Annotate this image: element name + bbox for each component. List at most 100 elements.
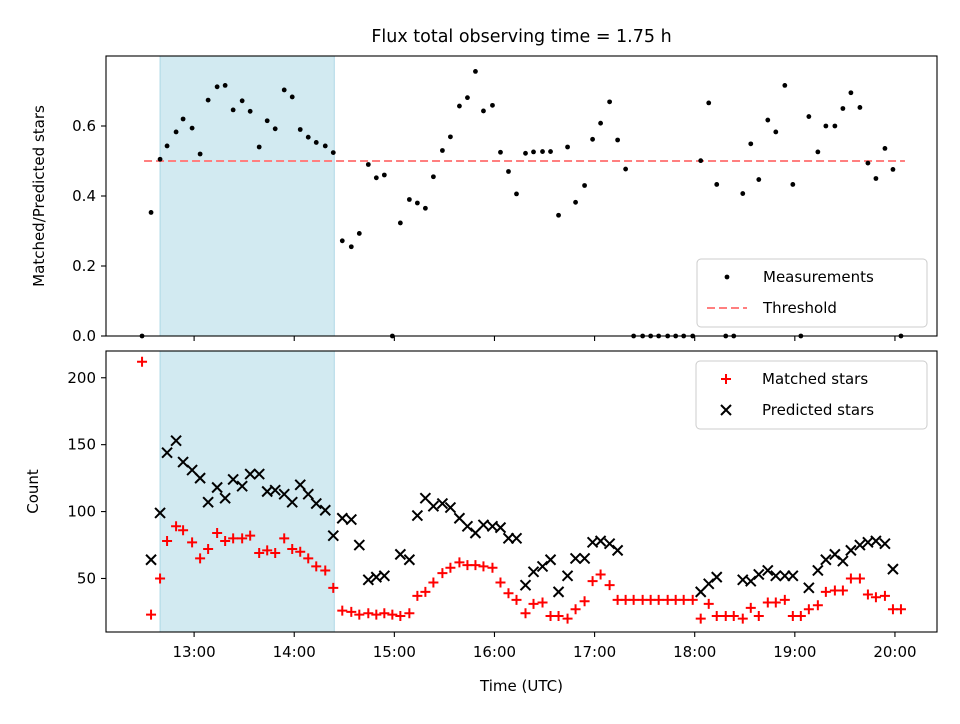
y-tick-label: 50 bbox=[77, 569, 96, 587]
legend-label: Measurements bbox=[763, 268, 874, 286]
matched-star-point bbox=[570, 604, 581, 615]
predicted-star-point bbox=[161, 446, 173, 459]
measurement-point bbox=[706, 100, 712, 106]
measurement-point bbox=[582, 183, 587, 188]
matched-star-point bbox=[695, 613, 706, 624]
predicted-star-point bbox=[269, 484, 281, 496]
predicted-star-point bbox=[353, 539, 366, 551]
measurement-point bbox=[330, 150, 336, 156]
matched-star-point bbox=[703, 598, 714, 609]
matched-star-point bbox=[303, 553, 314, 564]
x-tick-label: 14:00 bbox=[273, 643, 316, 661]
matched-star-point bbox=[162, 536, 173, 547]
predicted-star-point bbox=[411, 509, 424, 522]
measurement-point bbox=[848, 90, 854, 96]
matched-star-point bbox=[187, 537, 198, 548]
predicted-star-point bbox=[286, 496, 298, 508]
x-tick-label: 16:00 bbox=[473, 643, 516, 661]
measurement-point bbox=[272, 126, 278, 132]
measurement-point bbox=[782, 83, 788, 88]
matched-star-point bbox=[753, 610, 764, 621]
predicted-star-point bbox=[812, 564, 824, 577]
measurement-point bbox=[806, 114, 812, 119]
predicted-star-point bbox=[310, 497, 322, 510]
measurement-point bbox=[189, 125, 195, 131]
predicted-star-point bbox=[294, 479, 306, 491]
measurement-point bbox=[514, 191, 519, 197]
predicted-star-point bbox=[837, 555, 849, 567]
measurement-point bbox=[548, 149, 553, 154]
y-tick-label: 0.2 bbox=[72, 257, 96, 275]
measurement-point bbox=[339, 238, 345, 244]
predicted-star-point bbox=[820, 554, 832, 566]
matched-star-point bbox=[854, 573, 865, 584]
matched-star-point bbox=[478, 561, 489, 572]
matched-star-point bbox=[270, 548, 281, 559]
matched-star-point bbox=[628, 594, 639, 605]
measurement-point bbox=[865, 160, 871, 166]
measurement-point bbox=[297, 127, 303, 132]
measurement-point bbox=[365, 162, 371, 167]
predicted-star-point bbox=[544, 554, 557, 566]
measurement-point bbox=[348, 244, 354, 250]
predicted-star-point bbox=[578, 552, 591, 565]
matched-star-point bbox=[495, 577, 506, 588]
predicted-star-point bbox=[561, 570, 574, 582]
matched-star-point bbox=[295, 546, 306, 557]
predicted-star-point bbox=[552, 586, 565, 598]
matched-star-point bbox=[254, 548, 265, 559]
matched-star-point bbox=[245, 530, 256, 541]
matched-star-point bbox=[803, 604, 814, 615]
measurement-point bbox=[748, 141, 754, 147]
predicted-star-point bbox=[227, 473, 239, 486]
predicted-star-point bbox=[803, 582, 815, 594]
y-tick-label: 150 bbox=[67, 436, 96, 454]
predicted-star-point bbox=[770, 570, 782, 582]
matched-star-point bbox=[528, 598, 539, 609]
measurement-point bbox=[305, 134, 311, 140]
measurement-point bbox=[540, 149, 545, 154]
measurement-point bbox=[523, 150, 528, 156]
measurement-point bbox=[397, 220, 403, 226]
matched-star-point bbox=[137, 356, 148, 367]
measurement-point bbox=[506, 169, 511, 174]
predicted-star-point bbox=[444, 501, 457, 514]
matched-star-point bbox=[420, 586, 431, 597]
measurement-point bbox=[490, 102, 495, 108]
measurement-point bbox=[615, 137, 621, 143]
measurement-point bbox=[832, 123, 838, 129]
matched-star-point bbox=[363, 608, 374, 619]
measurement-point bbox=[173, 129, 179, 135]
matched-star-point bbox=[412, 590, 423, 601]
matched-star-point bbox=[862, 589, 873, 600]
matched-star-point bbox=[404, 608, 415, 619]
predicted-star-point bbox=[219, 492, 231, 504]
shaded-region bbox=[159, 55, 335, 337]
measurement-point bbox=[714, 182, 720, 187]
matched-star-point bbox=[579, 596, 590, 607]
matched-star-point bbox=[737, 613, 748, 624]
predicted-star-point bbox=[762, 564, 774, 577]
predicted-star-point bbox=[194, 472, 206, 484]
predicted-star-point bbox=[494, 521, 507, 534]
measurement-point bbox=[481, 108, 486, 114]
predicted-star-point bbox=[870, 535, 882, 547]
measurement-point bbox=[623, 166, 629, 172]
measurement-point bbox=[264, 118, 270, 124]
measurement-point bbox=[157, 156, 163, 162]
measurement-point bbox=[322, 143, 328, 149]
predicted-star-point bbox=[711, 571, 723, 583]
matched-star-point bbox=[537, 597, 548, 608]
measurement-point bbox=[448, 134, 453, 140]
predicted-star-point bbox=[145, 554, 157, 566]
predicted-star-point bbox=[787, 570, 799, 582]
measurement-point bbox=[882, 146, 888, 151]
matched-star-point bbox=[653, 594, 664, 605]
matched-star-point bbox=[587, 576, 598, 587]
measurement-point bbox=[214, 84, 220, 90]
matched-star-point bbox=[155, 573, 166, 584]
y-tick-label: 200 bbox=[67, 369, 96, 387]
measurement-point bbox=[773, 129, 779, 135]
matched-star-point bbox=[279, 533, 290, 544]
matched-star-point bbox=[454, 557, 465, 568]
